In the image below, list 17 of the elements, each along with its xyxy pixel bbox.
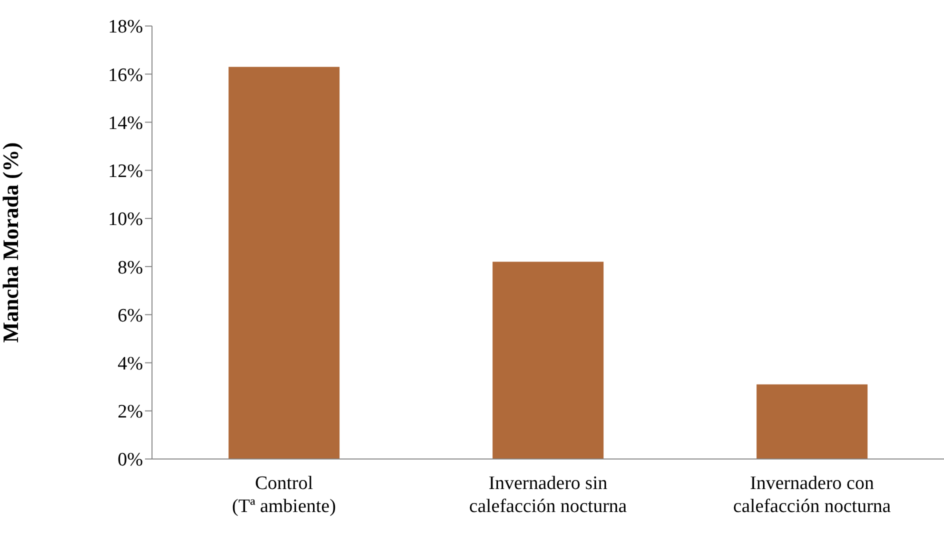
y-axis-title: Mancha Morada (%)	[0, 142, 23, 343]
y-tick-label: 8%	[118, 257, 144, 278]
bar	[228, 66, 340, 459]
y-tick-label: 14%	[108, 112, 144, 134]
x-tick-label: Invernadero con calefacción nocturna	[733, 473, 892, 517]
y-tick-label: 4%	[118, 354, 144, 375]
y-tick-label: 6%	[118, 305, 144, 326]
x-tick-label: Invernadero sin calefacción nocturna	[469, 473, 628, 517]
x-tick-label: Control (Tª ambiente)	[232, 473, 336, 517]
y-tick-label: 0%	[118, 450, 144, 471]
bar	[492, 262, 604, 459]
y-tick-label: 12%	[108, 161, 144, 182]
y-tick-label: 16%	[108, 64, 144, 86]
y-tick-label: 10%	[108, 209, 144, 230]
bar	[756, 384, 868, 459]
y-tick-label: 2%	[118, 402, 144, 423]
y-tick-label: 18%	[108, 16, 144, 38]
